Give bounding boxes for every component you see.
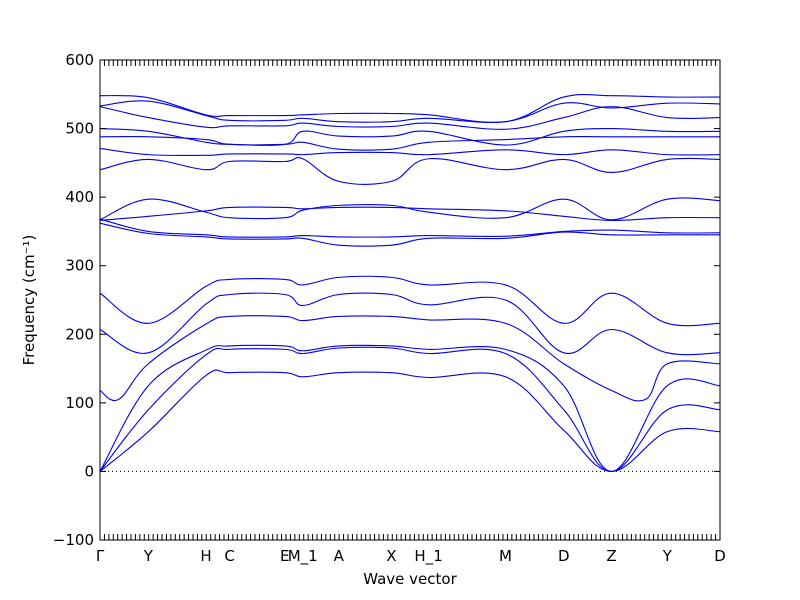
y-axis: −100 0 100 200 300 400 500 600 bbox=[53, 51, 720, 549]
x-tick-label: Y bbox=[143, 547, 154, 565]
band-line-7 bbox=[99, 222, 720, 247]
x-axis-label: Wave vector bbox=[363, 570, 457, 588]
x-tick-label: X bbox=[386, 547, 396, 565]
band-line-6 bbox=[99, 275, 721, 327]
y-tick-label: −100 bbox=[53, 531, 94, 549]
plot-frame bbox=[99, 59, 721, 541]
y-tick-label: 100 bbox=[65, 394, 94, 412]
x-tick-label: Γ bbox=[96, 547, 105, 565]
band-line-11 bbox=[99, 157, 721, 185]
y-tick-label: 0 bbox=[84, 462, 94, 480]
x-tick-label: C bbox=[224, 547, 234, 565]
band-line-4 bbox=[99, 315, 721, 402]
band-line-8 bbox=[99, 218, 721, 238]
y-tick-label: 500 bbox=[65, 120, 94, 138]
x-tick-label: Z bbox=[606, 547, 616, 565]
y-tick-label: 300 bbox=[65, 257, 94, 275]
band-line-14 bbox=[99, 128, 721, 147]
y-axis-label: Frequency (cm⁻¹) bbox=[20, 235, 38, 366]
x-tick-label: D bbox=[558, 547, 570, 565]
x-tick-label: E bbox=[280, 547, 289, 565]
band-line-12 bbox=[99, 147, 721, 157]
band-line-17 bbox=[99, 93, 721, 123]
y-tick-label: 200 bbox=[65, 325, 94, 343]
band-line-5 bbox=[99, 292, 721, 356]
x-tick-label: A bbox=[334, 547, 345, 565]
x-tick-label: Y bbox=[662, 547, 673, 565]
x-tick-label: H_1 bbox=[414, 547, 442, 566]
plot-area bbox=[99, 93, 721, 472]
y-tick-label: 600 bbox=[65, 51, 94, 69]
band-line-15 bbox=[99, 106, 721, 130]
x-tick-label: H bbox=[200, 547, 211, 565]
band-line-16 bbox=[99, 100, 721, 123]
band-line-1 bbox=[99, 369, 721, 472]
x-tick-label: M_1 bbox=[288, 547, 318, 566]
band-line-2 bbox=[99, 346, 721, 472]
band-line-9 bbox=[99, 206, 721, 222]
y-tick-label: 400 bbox=[65, 188, 94, 206]
band-line-10 bbox=[99, 197, 721, 221]
band-line-3 bbox=[99, 344, 721, 472]
x-tick-label: D bbox=[714, 547, 726, 565]
band-line-13 bbox=[99, 136, 721, 151]
x-axis: Γ Y H C EM_1 A X H_1 M D Z Y D bbox=[96, 60, 726, 566]
x-tick-label: M bbox=[499, 547, 512, 565]
